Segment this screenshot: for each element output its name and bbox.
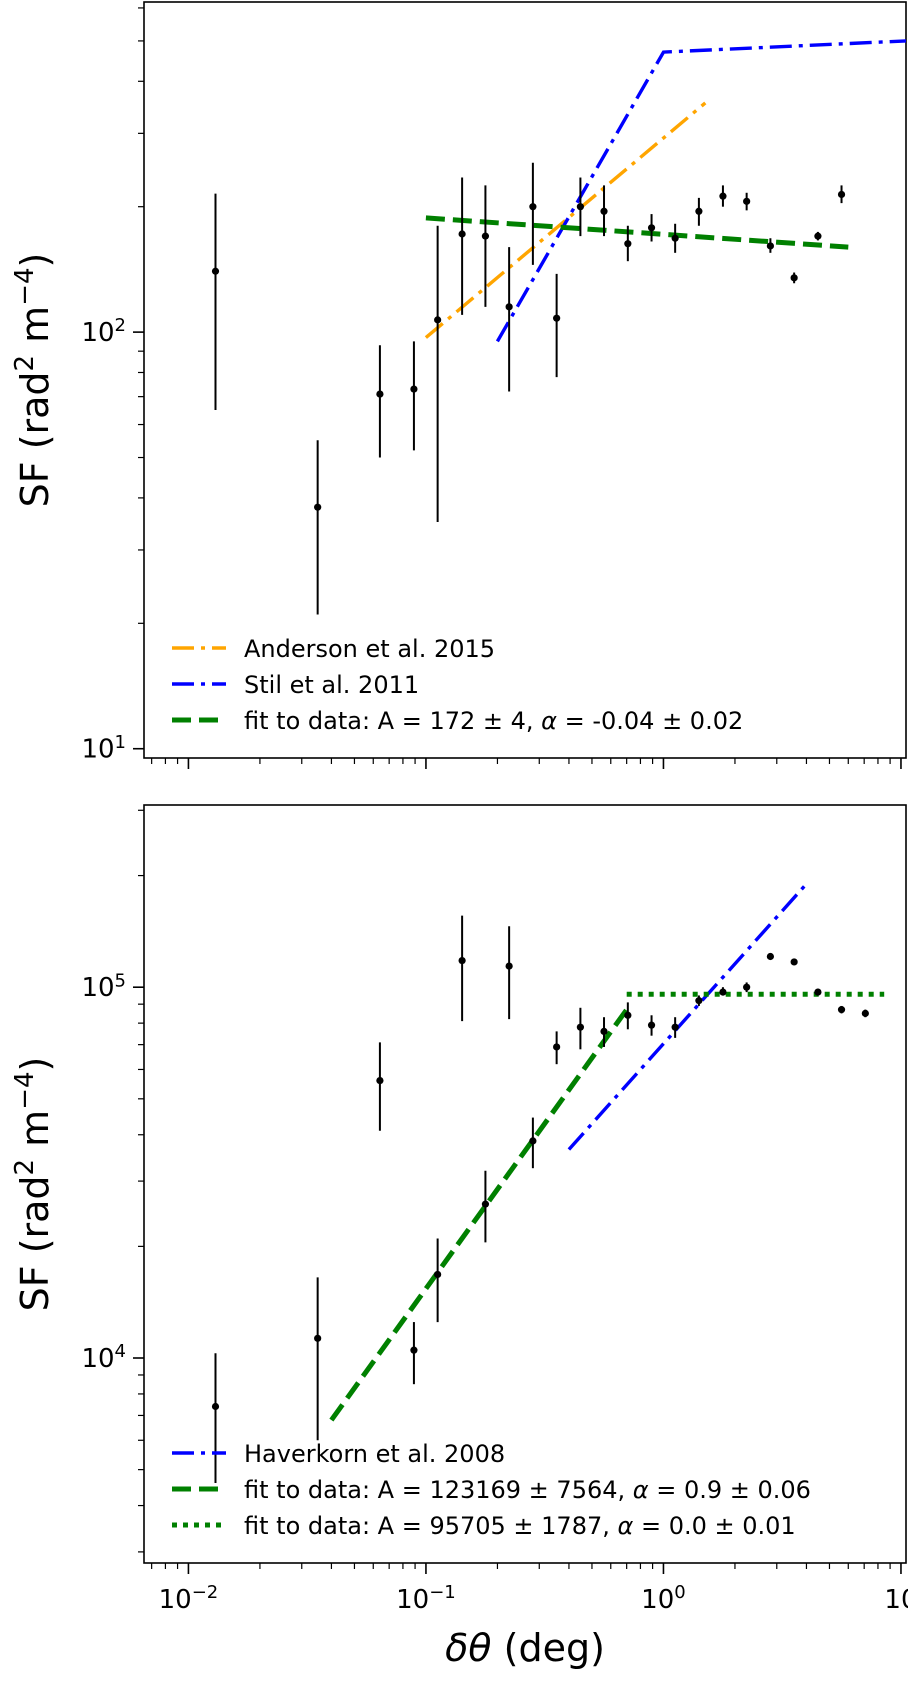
- data-point: [410, 385, 418, 393]
- data-point: [553, 314, 561, 322]
- data-point: [314, 1334, 322, 1342]
- plot-frame: [143, 804, 907, 1564]
- legend-entry: fit to data: A = 172 ± 4, α = -0.04 ± 0.…: [244, 707, 743, 735]
- y-axis-label: SF (rad2 m−4): [10, 1057, 57, 1312]
- data-point: [671, 234, 679, 242]
- data-point: [671, 1023, 679, 1031]
- model-lines: [329, 882, 885, 1422]
- data-point: [600, 1027, 608, 1035]
- y-tick-label: 101: [81, 732, 126, 765]
- x-tick-label: 10−2: [159, 1582, 219, 1615]
- y-tick-label: 105: [81, 970, 126, 1003]
- data-point: [505, 303, 513, 311]
- data-point: [743, 983, 751, 991]
- y-tick-label: 102: [81, 315, 126, 348]
- data-point: [434, 316, 442, 324]
- data-point: [624, 240, 632, 248]
- plot-frame: [143, 1, 907, 759]
- data-point: [211, 1402, 220, 1411]
- data-point: [458, 956, 466, 965]
- data-point: [576, 1023, 585, 1031]
- data-point: [529, 203, 537, 211]
- data-point: [211, 267, 220, 275]
- data-point: [790, 274, 798, 282]
- x-axis-label: δθ (deg): [445, 1626, 605, 1670]
- legend-entry: Anderson et al. 2015: [244, 635, 495, 663]
- data-point: [314, 503, 322, 511]
- top-panel: 101 102 SF (rad2 m−4) Anderson et al. 2015 S…: [10, 1, 907, 769]
- data-point: [719, 192, 727, 200]
- data-points: [211, 162, 846, 615]
- data-point: [766, 952, 774, 961]
- data-point: [837, 190, 846, 199]
- data-point: [719, 988, 727, 996]
- series-line-0: [424, 101, 707, 339]
- data-points: [211, 915, 869, 1484]
- data-point: [553, 1043, 561, 1051]
- data-point: [647, 224, 656, 232]
- model-lines: [424, 39, 906, 343]
- bottom-panel: 10−2 10−1 100 10 104 105 SF (rad2 m−4) δθ (deg)…: [10, 804, 908, 1670]
- series-line-0: [567, 882, 808, 1151]
- data-point: [624, 1011, 632, 1019]
- data-point: [695, 207, 703, 215]
- x-tick-label: 10: [884, 1585, 908, 1615]
- series-line-2: [425, 215, 849, 250]
- data-point: [434, 1270, 442, 1279]
- legend-entry: fit to data: A = 95705 ± 1787, α = 0.0 ±…: [244, 1512, 796, 1540]
- series-line-1: [329, 1008, 629, 1422]
- data-point: [505, 962, 513, 970]
- data-point: [576, 203, 585, 211]
- data-point: [529, 1137, 537, 1145]
- data-point: [790, 958, 798, 966]
- data-point: [861, 1009, 869, 1017]
- data-point: [600, 207, 608, 215]
- legend-entry: Stil et al. 2011: [244, 671, 419, 699]
- data-point: [376, 1076, 384, 1085]
- data-point: [837, 1006, 846, 1014]
- y-tick-label: 104: [81, 1341, 126, 1374]
- data-point: [376, 390, 384, 398]
- y-axis-label: SF (rad2 m−4): [10, 253, 57, 508]
- series-line-1: [495, 39, 906, 343]
- data-point: [814, 988, 822, 996]
- data-point: [410, 1346, 418, 1354]
- legend-entry: Haverkorn et al. 2008: [244, 1440, 505, 1468]
- x-tick-label: 10−1: [396, 1582, 456, 1615]
- legend-entry: fit to data: A = 123169 ± 7564, α = 0.9 …: [244, 1476, 811, 1504]
- data-point: [695, 997, 703, 1005]
- data-point: [481, 232, 490, 240]
- data-point: [743, 197, 751, 205]
- data-point: [766, 242, 774, 250]
- data-point: [814, 232, 822, 240]
- data-point: [481, 1200, 490, 1208]
- data-point: [647, 1021, 656, 1029]
- data-point: [458, 230, 466, 238]
- x-tick-label: 100: [641, 1582, 686, 1615]
